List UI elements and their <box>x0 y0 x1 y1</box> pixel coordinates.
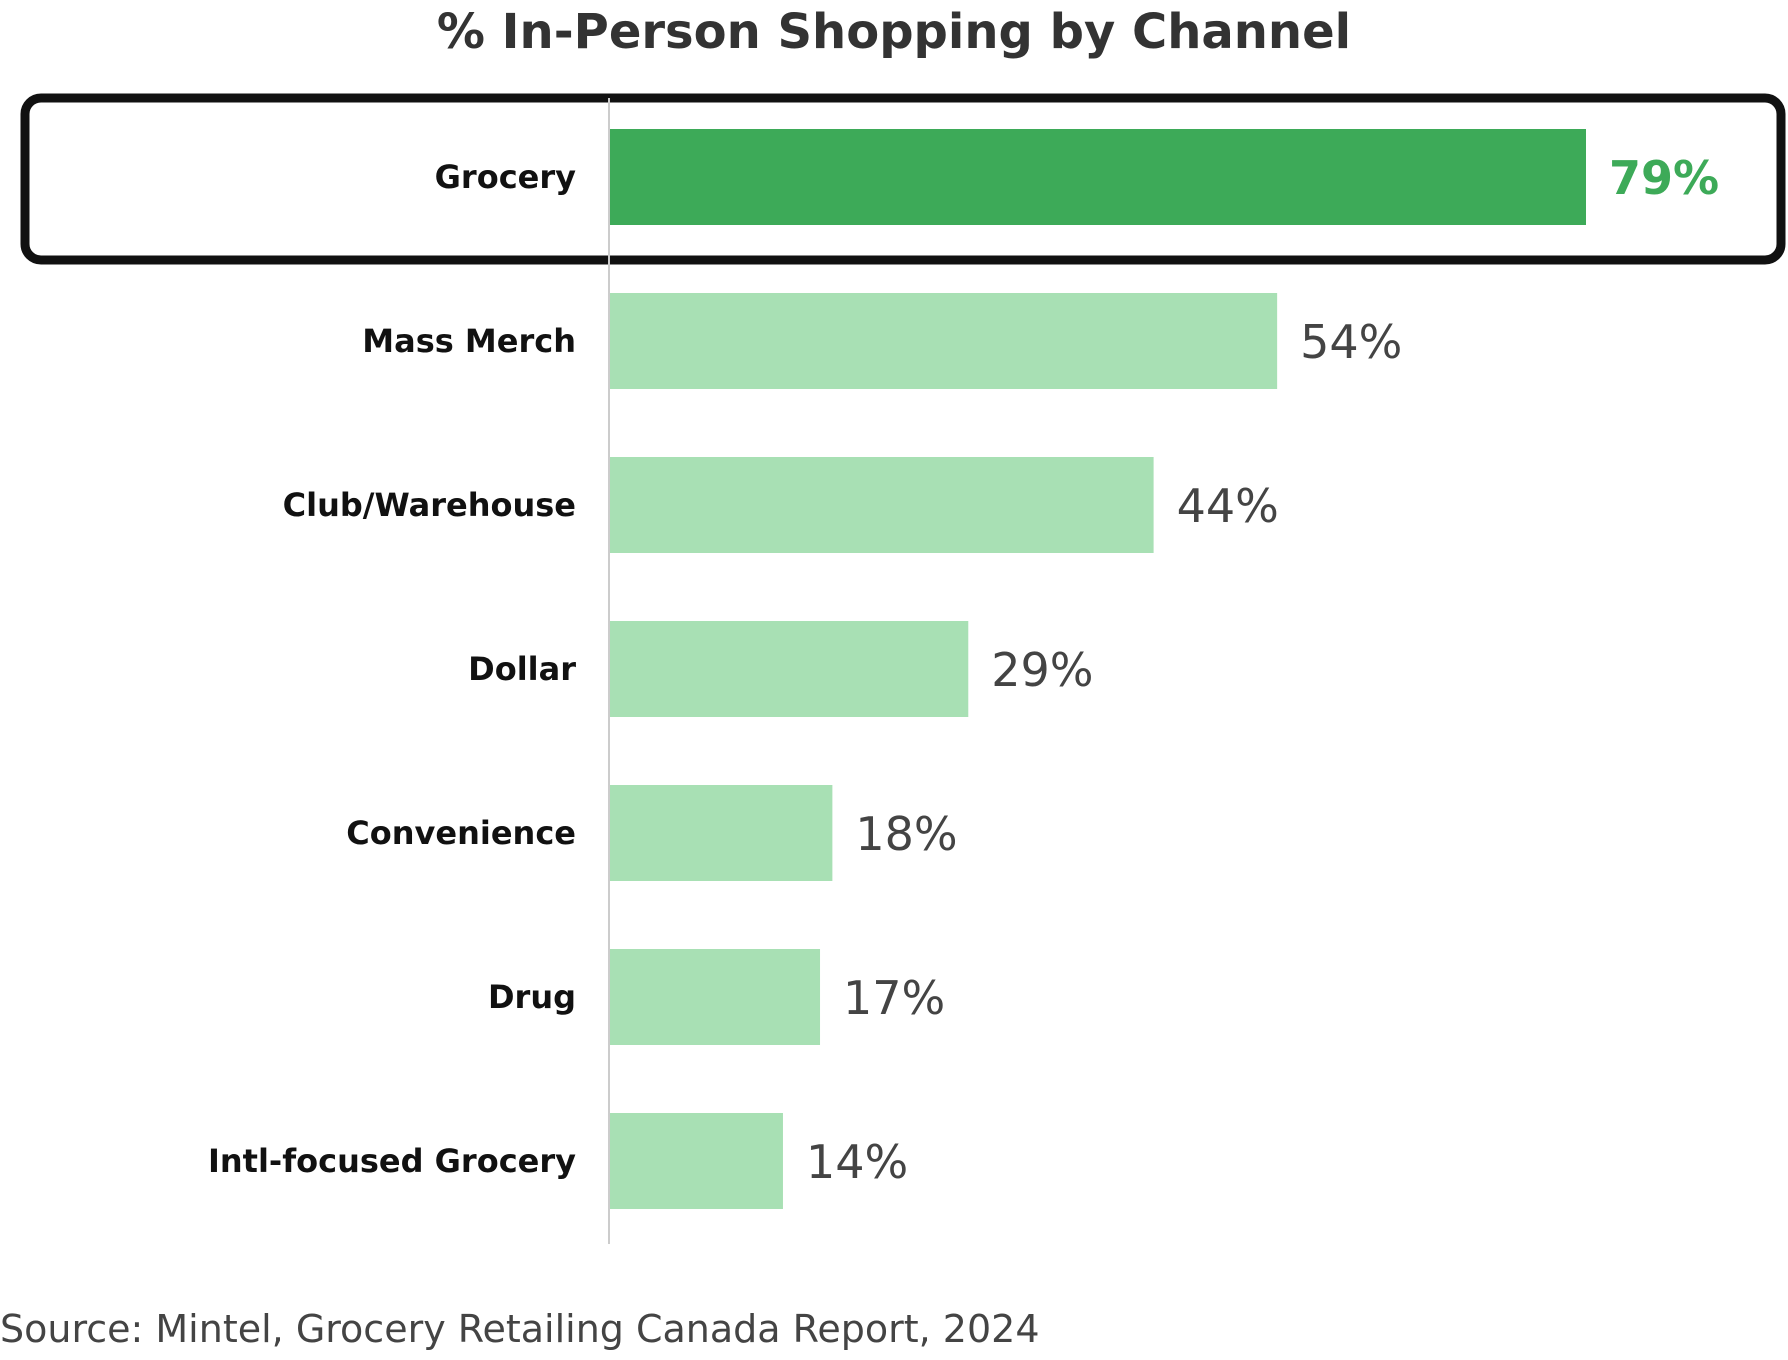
value-label: 79% <box>1609 151 1719 205</box>
value-label: 29% <box>991 643 1093 697</box>
value-label: 18% <box>855 807 957 861</box>
category-label: Mass Merch <box>362 322 576 360</box>
bar <box>610 949 821 1045</box>
category-label: Dollar <box>468 650 576 688</box>
highlight-frame <box>20 93 1786 265</box>
category-label: Convenience <box>346 814 576 852</box>
bar <box>610 293 1278 389</box>
source-note: Source: Mintel, Grocery Retailing Canada… <box>0 1307 1040 1351</box>
bar <box>610 785 833 881</box>
category-label: Club/Warehouse <box>283 486 576 524</box>
value-label: 44% <box>1177 479 1279 533</box>
bar <box>610 129 1586 225</box>
category-label: Intl-focused Grocery <box>208 1142 576 1180</box>
value-label: 17% <box>843 971 945 1025</box>
bar <box>610 1113 783 1209</box>
bar <box>610 457 1154 553</box>
bar <box>610 621 969 717</box>
value-label: 54% <box>1300 315 1402 369</box>
category-label: Grocery <box>435 158 576 196</box>
chart-title: % In-Person Shopping by Channel <box>436 4 1352 60</box>
category-label: Drug <box>488 978 576 1016</box>
value-label: 14% <box>806 1135 908 1189</box>
